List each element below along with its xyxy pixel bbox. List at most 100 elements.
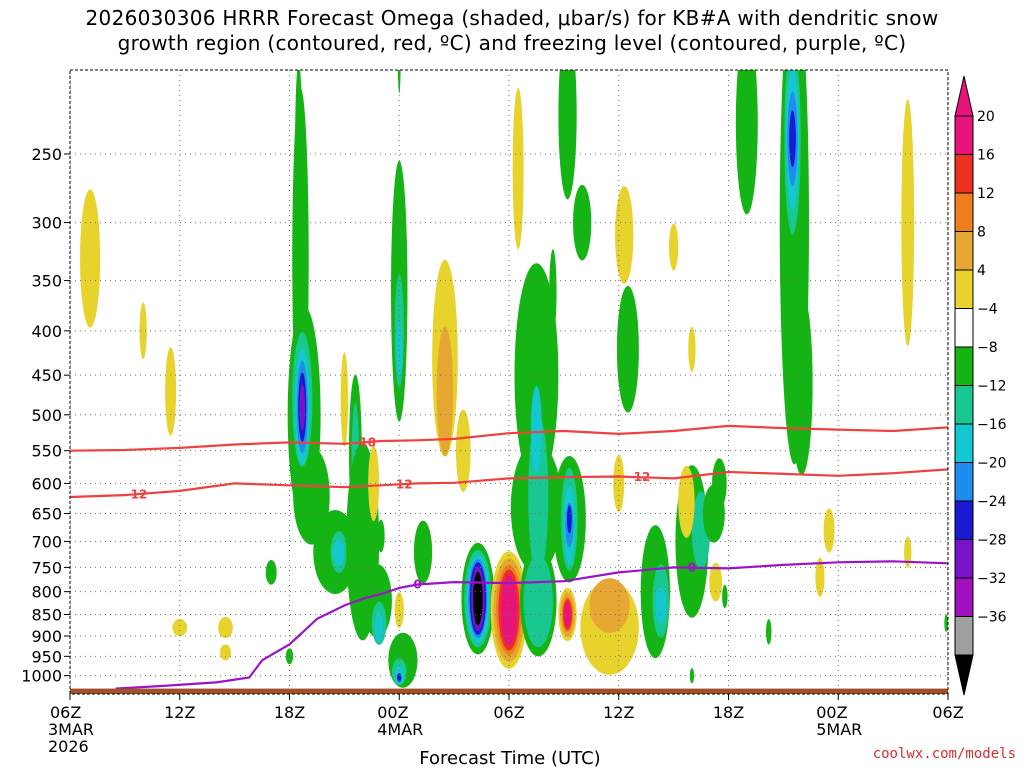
omega-blob [377, 519, 385, 553]
omega-blob [473, 571, 483, 626]
freezing-level-0c-label: 0 [688, 561, 696, 575]
omega-blob [712, 458, 727, 509]
colorbar-label: −20 [977, 456, 1007, 472]
omega-blob [455, 409, 471, 492]
y-tick-label: 800 [31, 583, 62, 602]
temperature-contours: −18 −12 −12 −12 0 0 [70, 424, 948, 690]
y-tick-label: 350 [31, 272, 62, 291]
omega-blob [375, 612, 384, 643]
colorbar-label: 20 [977, 109, 995, 125]
dgz-minus18-label: −18 [349, 435, 376, 449]
x-tick-label: 00Z [377, 703, 408, 722]
omega-blob [558, 70, 577, 200]
omega-blob [340, 352, 349, 447]
colorbar-segment [954, 154, 974, 194]
freezing-level-0c-line [115, 560, 948, 690]
y-tick-label: 600 [31, 474, 62, 493]
colorbar-label: 8 [977, 225, 986, 241]
dgz-minus12-line [70, 468, 948, 499]
y-tick-label: 450 [31, 366, 62, 385]
colorbar-label: −28 [977, 533, 1007, 549]
omega-blob [944, 614, 948, 632]
omega-blob [613, 455, 625, 512]
x-tick-label: 06Z [493, 703, 524, 722]
y-tick-label: 300 [31, 214, 62, 233]
omega-blob [265, 559, 277, 585]
omega-shading [80, 0, 948, 688]
omega-blob [165, 347, 177, 436]
omega-blob [616, 285, 639, 413]
freezing-level-0c-label: 0 [413, 578, 421, 592]
omega-blob [480, 0, 491, 67]
colorbar-label: 16 [977, 148, 995, 164]
dgz-minus12-label: −12 [121, 487, 148, 501]
colorbar-label: −12 [977, 379, 1007, 395]
colorbar-label: −16 [977, 417, 1007, 433]
colorbar-segment [954, 423, 974, 463]
colorbar-bottom-arrow [954, 654, 974, 696]
x-tick-year: 2026 [48, 737, 89, 756]
omega-blob [294, 70, 303, 247]
colorbar-label: −32 [977, 571, 1007, 587]
omega-blob [436, 326, 454, 457]
omega-blob [368, 445, 380, 522]
omega-blob [735, 70, 758, 215]
colorbar-segment [954, 462, 974, 502]
colorbar-top-arrow [954, 75, 974, 117]
colorbar-segment [954, 269, 974, 309]
grid-lines [70, 70, 948, 694]
omega-blob [218, 616, 233, 639]
x-tick-date: 4MAR [377, 720, 423, 739]
chart-title: 2026030306 HRRR Forecast Omega (shaded, … [0, 6, 1024, 56]
y-tick-label: 950 [31, 647, 62, 666]
omega-blob [530, 385, 542, 474]
x-tick-label: 00Z [816, 703, 847, 722]
x-tick-label: 12Z [603, 703, 634, 722]
omega-blob [709, 562, 723, 602]
x-tick-label: 12Z [164, 703, 195, 722]
dgz-minus12-label: −12 [624, 470, 651, 484]
omega-blob [815, 557, 825, 597]
y-tick-label: 500 [31, 406, 62, 425]
omega-blob [172, 618, 188, 637]
x-tick-date: 3MAR [48, 720, 94, 739]
colorbar-label: 4 [977, 263, 986, 279]
omega-blob [765, 619, 772, 645]
omega-blob [397, 70, 401, 94]
omega-blob [512, 87, 524, 250]
colorbar-segment [954, 346, 974, 386]
x-tick-label: 06Z [50, 703, 81, 722]
omega-blob [573, 184, 592, 261]
omega-blob [589, 578, 630, 633]
omega-blob [219, 644, 231, 661]
colorbar-segment [954, 577, 974, 617]
colorbar-segment [954, 385, 974, 425]
colorbar-label: −4 [977, 302, 998, 318]
omega-blob [904, 536, 912, 568]
x-tick-label: 06Z [932, 703, 963, 722]
y-tick-label: 700 [31, 532, 62, 551]
colorbar-label: 12 [977, 186, 995, 202]
chart-title-line1: 2026030306 HRRR Forecast Omega (shaded, … [85, 6, 939, 30]
omega-blob [564, 602, 571, 627]
y-tick-label: 750 [31, 558, 62, 577]
credit-text: coolwx.com/models [873, 746, 1016, 762]
x-axis-label: Forecast Time (UTC) [419, 748, 600, 768]
y-axis: 250 300 350 400 450 500 550 600 650 700 750 800 850 9… [21, 145, 70, 686]
y-tick-label: 1000 [21, 667, 62, 686]
terrain-ground [70, 688, 948, 694]
colorbar-segment [954, 192, 974, 232]
omega-blob [566, 505, 572, 534]
colorbar-segment [954, 616, 974, 656]
colorbar-segment [954, 539, 974, 579]
y-tick-label: 400 [31, 322, 62, 341]
colorbar-label: −36 [977, 610, 1007, 626]
colorbar-label: −8 [977, 340, 998, 356]
colorbar-segment [954, 308, 974, 348]
omega-blob [789, 110, 796, 167]
y-tick-label: 850 [31, 605, 62, 624]
omega-blob [689, 668, 695, 684]
colorbar-segment [954, 115, 974, 155]
